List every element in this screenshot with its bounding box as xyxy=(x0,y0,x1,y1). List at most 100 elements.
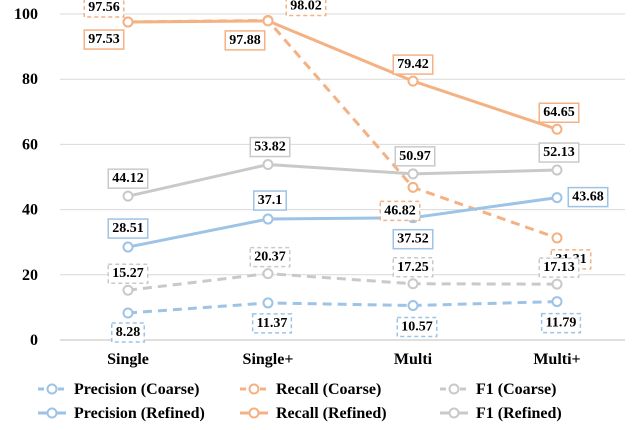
data-label-precision-coarse: 11.79 xyxy=(546,316,577,331)
data-label-precision-coarse: 8.28 xyxy=(116,325,141,340)
data-label-precision-refined: 28.51 xyxy=(112,221,144,236)
data-point-precision-refined xyxy=(122,241,134,253)
data-label-box xyxy=(538,102,580,123)
data-label-box xyxy=(107,168,149,189)
data-label-box xyxy=(394,146,436,167)
data-label-f1-refined: 50.97 xyxy=(399,149,431,164)
data-label-box xyxy=(107,218,149,239)
data-label-f1-coarse: 20.37 xyxy=(254,250,286,265)
series-line-recall-refined xyxy=(127,19,558,131)
data-label-precision-refined: 37.1 xyxy=(258,193,283,208)
data-point-recall-refined xyxy=(407,75,419,87)
legend-swatch-marker xyxy=(448,383,460,395)
legend-item-f1-coarse: F1 (Coarse) xyxy=(440,381,556,398)
legend-swatch-marker xyxy=(448,407,460,419)
legend-swatch-marker xyxy=(46,383,58,395)
legend-item-precision-refined: Precision (Refined) xyxy=(38,405,205,422)
y-tick-label: 80 xyxy=(22,71,38,88)
data-label-box xyxy=(379,200,421,222)
data-label-box xyxy=(392,54,434,75)
data-label-box xyxy=(111,322,145,343)
data-label-f1-coarse: 15.27 xyxy=(112,266,144,281)
data-label-box xyxy=(107,263,149,284)
data-label-precision-refined: 43.68 xyxy=(572,190,604,205)
data-point-f1-coarse xyxy=(407,278,419,290)
legend-label: Precision (Coarse) xyxy=(74,381,199,398)
data-label-box xyxy=(540,312,582,334)
legend-label: F1 (Coarse) xyxy=(476,381,556,398)
legend-item-precision-coarse: Precision (Coarse) xyxy=(38,381,199,398)
data-label-box xyxy=(396,316,438,338)
legend-item-f1-refined: F1 (Refined) xyxy=(440,405,562,422)
data-point-precision-coarse xyxy=(122,307,134,319)
series-line-recall-coarse xyxy=(127,18,558,240)
data-labels: 8.2811.3710.5711.7997.5698.0246.8231.311… xyxy=(83,0,609,343)
legend-label: Recall (Refined) xyxy=(276,405,387,422)
data-point-recall-refined xyxy=(122,16,134,28)
data-point-f1-coarse xyxy=(262,268,274,280)
series-lines xyxy=(127,18,558,315)
data-label-f1-refined: 44.12 xyxy=(112,171,144,186)
data-label-f1-refined: 53.82 xyxy=(254,140,286,155)
y-axis-ticks: 0 20 40 60 80 100 xyxy=(14,6,38,349)
data-point-recall-coarse xyxy=(551,232,563,244)
data-point-precision-coarse xyxy=(551,296,563,308)
data-point-precision-refined xyxy=(551,192,563,204)
x-tick-label: Multi+ xyxy=(533,351,580,368)
data-label-recall-coarse: 98.02 xyxy=(290,0,322,13)
x-tick-label: Single+ xyxy=(243,351,294,368)
legend-swatch-marker xyxy=(248,383,260,395)
series-points xyxy=(122,14,563,319)
data-label-precision-coarse: 10.57 xyxy=(401,320,433,335)
legend-swatch-marker xyxy=(46,407,58,419)
data-label-box xyxy=(83,29,125,50)
data-label-precision-coarse: 11.37 xyxy=(257,316,288,331)
legend-label: Recall (Coarse) xyxy=(276,381,381,398)
data-point-precision-coarse xyxy=(262,297,274,309)
data-label-recall-coarse: 97.56 xyxy=(88,0,120,15)
y-tick-label: 40 xyxy=(22,202,38,219)
data-point-recall-refined xyxy=(262,15,274,27)
data-label-recall-coarse: 46.82 xyxy=(384,203,416,218)
data-label-box xyxy=(567,186,609,208)
data-label-recall-refined: 97.53 xyxy=(88,32,120,47)
legend-item-recall-refined: Recall (Refined) xyxy=(240,405,387,422)
data-label-recall-refined: 64.65 xyxy=(543,105,575,120)
data-point-f1-coarse xyxy=(551,278,563,290)
legend-swatch-marker xyxy=(248,407,260,419)
y-tick-label: 20 xyxy=(22,267,38,284)
data-label-recall-refined: 79.42 xyxy=(397,57,429,72)
data-label-box xyxy=(224,30,266,51)
data-point-f1-refined xyxy=(551,164,563,176)
data-label-box xyxy=(392,257,434,278)
data-point-recall-coarse xyxy=(407,181,419,193)
y-tick-label: 0 xyxy=(30,332,38,349)
data-label-box xyxy=(253,190,287,211)
x-tick-label: Single xyxy=(107,351,149,368)
legend-label: Precision (Refined) xyxy=(74,405,205,422)
series-line-f1-refined xyxy=(127,163,558,198)
data-label-box xyxy=(249,136,291,158)
legend-item-recall-coarse: Recall (Coarse) xyxy=(240,381,381,398)
x-axis-ticks: Single Single+ Multi Multi+ xyxy=(107,351,581,368)
data-label-recall-refined: 97.88 xyxy=(229,33,261,48)
data-point-recall-refined xyxy=(551,123,563,135)
legend: Precision (Coarse) Recall (Coarse) F1 (Coa… xyxy=(38,381,562,422)
y-tick-label: 100 xyxy=(14,6,38,23)
data-point-f1-coarse xyxy=(122,284,134,296)
series-line-f1-coarse xyxy=(127,272,558,292)
series-line-precision-coarse xyxy=(127,300,558,315)
data-label-precision-refined: 37.52 xyxy=(397,232,429,247)
series-line-precision-refined xyxy=(127,196,558,249)
x-tick-label: Multi xyxy=(394,351,433,368)
data-label-f1-coarse: 17.25 xyxy=(397,260,429,275)
y-tick-label: 60 xyxy=(22,136,38,153)
data-point-f1-refined xyxy=(262,159,274,171)
data-point-precision-refined xyxy=(262,213,274,225)
data-point-f1-refined xyxy=(407,168,419,180)
data-label-box xyxy=(83,0,125,18)
data-point-precision-coarse xyxy=(407,300,419,312)
data-label-f1-refined: 52.13 xyxy=(543,145,575,160)
data-label-box xyxy=(251,313,293,334)
